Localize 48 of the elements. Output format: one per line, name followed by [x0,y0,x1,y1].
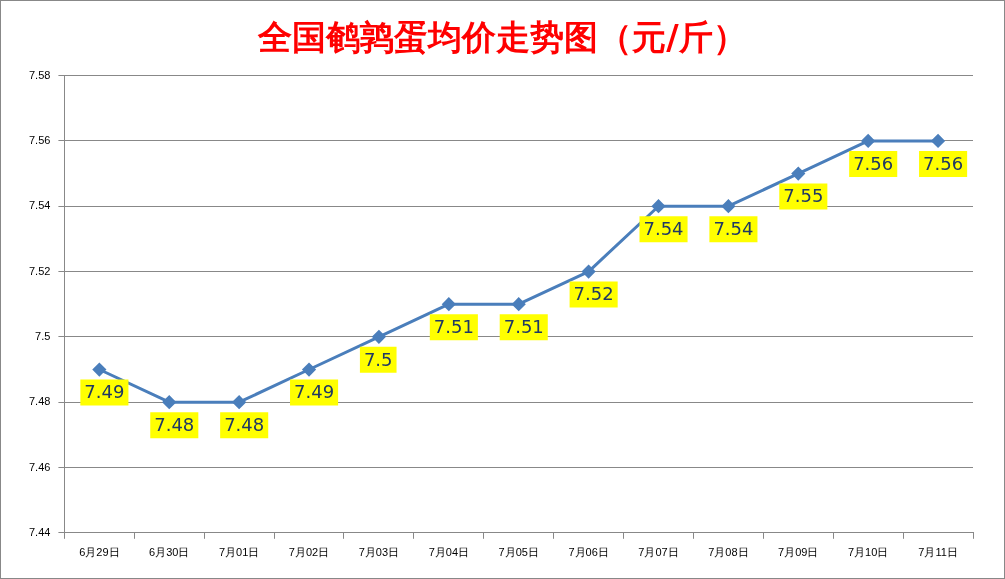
data-label: 7.55 [783,185,824,207]
data-label: 7.51 [503,315,544,337]
y-tick-label: 7.5 [35,329,51,342]
y-tick-label: 7.44 [28,525,51,538]
x-tick-label: 6月29日 [79,546,120,559]
point [302,363,316,377]
point [651,199,665,213]
x-tick-label: 7月10日 [847,546,889,559]
point [721,199,735,213]
x-tick-label: 7月08日 [708,546,749,559]
data-label: 7.54 [713,217,754,239]
x-tick-label: 6月30日 [149,546,190,559]
point [232,395,246,409]
x-tick-label: 7月04日 [428,546,469,559]
chart-title: 全国鹌鹑蛋均价走势图（元/斤） [257,16,748,59]
data-label: 7.51 [433,315,474,337]
y-tick-label: 7.52 [28,264,51,277]
x-tick-label: 7月07日 [638,546,679,559]
x-tick-label: 7月03日 [358,546,400,559]
point [92,363,106,377]
data-label: 7.56 [853,152,894,174]
data-label: 7.5 [363,348,393,370]
x-tick-label: 7月11日 [918,546,958,559]
point [512,297,526,311]
x-tick-label: 7月01日 [218,546,260,559]
y-tick-label: 7.48 [28,395,51,408]
data-label: 7.48 [224,413,265,435]
x-tick-label: 7月05日 [498,546,539,559]
y-tick-label: 7.56 [28,133,51,146]
data-label: 7.49 [294,381,335,403]
point [931,134,945,148]
data-label: 7.52 [573,283,614,305]
data-label: 7.54 [643,217,684,239]
x-tick-label: 7月02日 [288,546,330,559]
point [582,265,596,279]
point [162,395,176,409]
x-tick-label: 7月09日 [778,546,819,559]
y-tick-label: 7.46 [28,460,51,473]
point [861,134,875,148]
point [791,167,805,181]
data-label: 7.48 [154,413,195,435]
y-tick-label: 7.58 [28,68,51,81]
x-tick-label: 7月06日 [568,546,609,559]
data-label: 7.56 [923,152,964,174]
data-label: 7.49 [84,381,125,403]
point [372,330,386,344]
point [442,297,456,311]
y-tick-label: 7.54 [28,199,51,212]
